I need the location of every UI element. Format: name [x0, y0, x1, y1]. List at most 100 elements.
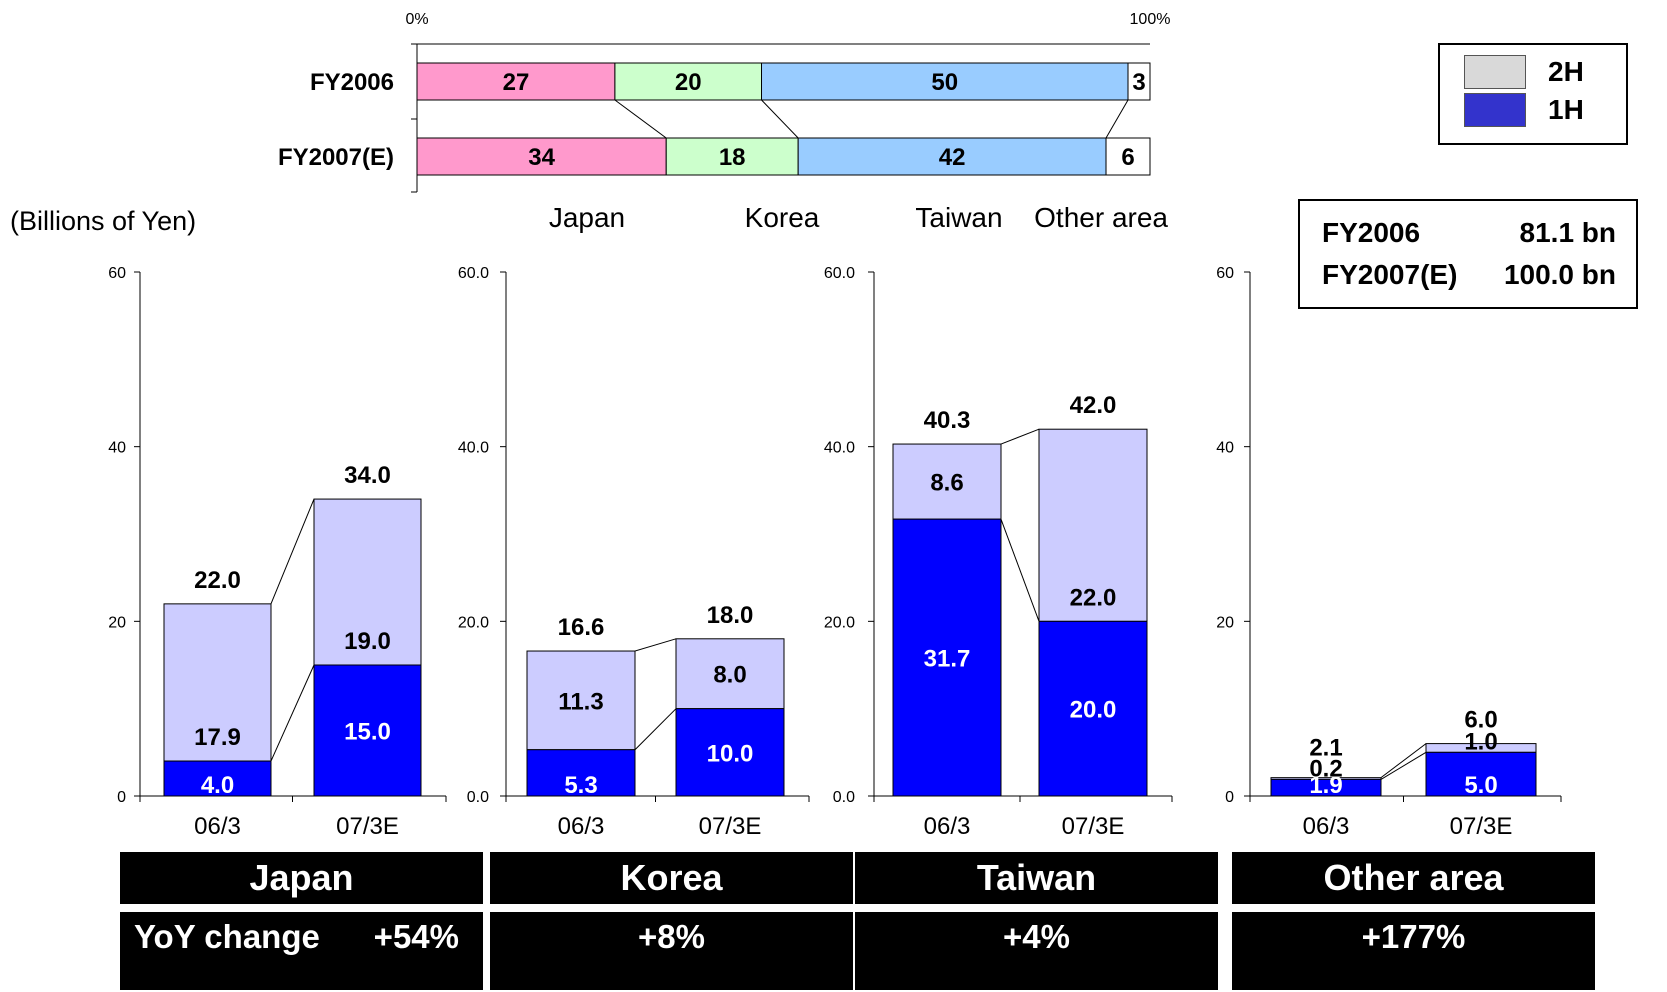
- share-connector-0: [614, 99, 667, 139]
- totals-value-fy2006: 81.1 bn: [1519, 217, 1616, 248]
- japan-ytick-label-2: 40: [108, 440, 126, 457]
- japan-label-1h-07-3e: 15.0: [344, 719, 391, 746]
- japan-bar-1h-07-3e: [313, 664, 422, 797]
- yoy-cell-other-area: +177%: [1232, 912, 1595, 990]
- taiwan-ytick-label-2: 40.0: [824, 440, 855, 457]
- japan-label-total-07-3e: 34.0: [344, 462, 391, 489]
- korea-label-2h-07-3e: 8.0: [713, 662, 746, 689]
- share-scale-min-label: 0%: [405, 11, 428, 28]
- share-segment-name-japan: Japan: [549, 202, 625, 233]
- korea-bar-1h-07-3e: [675, 708, 785, 797]
- other-area-bar-1h-07-3e: [1425, 751, 1537, 797]
- region-column-japan: Japan YoY change +54%: [120, 852, 483, 990]
- japan-category-06-3: 06/3: [194, 813, 241, 840]
- share-segment-other-area-fy2006: [1127, 62, 1151, 101]
- taiwan-label-2h-06-3: 8.6: [930, 470, 963, 497]
- share-value-other-area-fy2007-e: 6: [1121, 144, 1134, 171]
- taiwan-label-1h-07-3e: 20.0: [1070, 697, 1117, 724]
- other-area-label-total-07-3e: 6.0: [1464, 707, 1497, 734]
- taiwan-bar-2h-06-3: [892, 443, 1002, 520]
- korea-ytick-label-2: 40.0: [458, 440, 489, 457]
- share-connector-2: [1105, 99, 1129, 139]
- share-segment-name-korea: Korea: [745, 202, 820, 233]
- regions-table: Japan YoY change +54% Korea +8% Taiwan +…: [120, 852, 1595, 990]
- share-value-taiwan-fy2006: 50: [931, 69, 958, 96]
- korea-label-total-07-3e: 18.0: [707, 602, 754, 629]
- region-header-taiwan: Taiwan: [855, 852, 1218, 904]
- korea-bar-1h-06-3: [526, 749, 636, 797]
- korea-ytick-label-0: 0.0: [467, 789, 489, 806]
- share-chart: 0% 100% FY2006 27 20 50 3 FY2007(E) 34 18 42 6 Japan…: [278, 11, 1171, 233]
- japan-connector-1h: [270, 664, 315, 762]
- yoy-cell-taiwan: +4%: [855, 912, 1218, 990]
- yoy-value-japan: +54%: [373, 918, 459, 955]
- totals-year-fy2007e: FY2007(E): [1322, 259, 1458, 290]
- share-value-korea-fy2006: 20: [675, 69, 702, 96]
- japan-ytick-label-3: 60: [108, 265, 126, 282]
- korea-ytick-label-3: 60.0: [458, 265, 489, 282]
- region-header-korea: Korea: [490, 852, 853, 904]
- taiwan-label-total-07-3e: 42.0: [1070, 392, 1117, 419]
- yoy-value-other-area: +177%: [1361, 918, 1466, 955]
- other-area-label-2h-07-3e: 1.0: [1464, 728, 1497, 755]
- japan-label-total-06-3: 22.0: [194, 567, 241, 594]
- taiwan-label-1h-06-3: 31.7: [924, 646, 971, 673]
- other-area-connector-1h: [1380, 751, 1427, 780]
- taiwan-connector-total: [1000, 428, 1040, 445]
- other-area-category-07-3e: 07/3E: [1450, 813, 1513, 840]
- korea-label-1h-06-3: 5.3: [564, 772, 597, 799]
- totals-row-fy2006: FY2006 81.1 bn: [1322, 215, 1626, 251]
- japan-category-07-3e: 07/3E: [336, 813, 399, 840]
- share-value-korea-fy2007-e: 18: [719, 144, 746, 171]
- region-header-japan: Japan: [120, 852, 483, 904]
- yoy-value-korea: +8%: [638, 918, 705, 955]
- other-area-ytick-label-1: 20: [1216, 614, 1234, 631]
- share-segment-name-taiwan: Taiwan: [915, 202, 1002, 233]
- japan-label-2h-06-3: 17.9: [194, 724, 241, 751]
- japan-ytick-label-1: 20: [108, 614, 126, 631]
- share-row-label-fy2006: FY2006: [310, 69, 394, 96]
- taiwan-label-2h-07-3e: 22.0: [1070, 584, 1117, 611]
- other-area-label-1h-06-3: 1.9: [1309, 772, 1342, 799]
- yoy-value-taiwan: +4%: [1003, 918, 1070, 955]
- korea-connector-total: [634, 638, 677, 652]
- taiwan-connector-1h: [1000, 518, 1040, 622]
- taiwan-category-06-3: 06/3: [924, 813, 971, 840]
- taiwan-bar-2h-07-3e: [1038, 428, 1148, 622]
- totals-value-fy2007e: 100.0 bn: [1503, 259, 1616, 290]
- other-area-bar-1h-06-3: [1270, 778, 1382, 797]
- korea-category-07-3e: 07/3E: [699, 813, 762, 840]
- totals-row-fy2007e: FY2007(E) 100.0 bn: [1322, 257, 1626, 293]
- share-segment-other-area-fy2007-e: [1105, 137, 1151, 176]
- japan-bar-2h-06-3: [163, 603, 272, 762]
- legend-label-2h: 2H: [1548, 56, 1584, 87]
- other-area-label-total-06-3: 2.1: [1309, 735, 1342, 762]
- korea-label-1h-07-3e: 10.0: [707, 740, 754, 767]
- taiwan-ytick-label-0: 0.0: [833, 789, 855, 806]
- taiwan-bar-1h-07-3e: [1038, 620, 1148, 797]
- other-area-ytick-label-2: 40: [1216, 440, 1234, 457]
- other-area-label-2h-06-3: 0.2: [1309, 755, 1342, 782]
- share-value-taiwan-fy2007-e: 42: [939, 144, 966, 171]
- totals-year-fy2006: FY2006: [1322, 217, 1421, 248]
- share-segment-taiwan-fy2007-e: [797, 137, 1107, 176]
- korea-bar-2h-07-3e: [675, 638, 785, 710]
- share-segment-japan-fy2006: [416, 62, 616, 101]
- korea-category-06-3: 06/3: [558, 813, 605, 840]
- totals-box: FY2006 81.1 bn FY2007(E) 100.0 bn: [1298, 199, 1638, 309]
- share-segment-taiwan-fy2006: [761, 62, 1129, 101]
- taiwan-label-total-06-3: 40.3: [924, 407, 971, 434]
- yoy-prefix-label: YoY change: [134, 918, 320, 955]
- legend-swatch-2h: [1464, 55, 1526, 89]
- japan-label-2h-07-3e: 19.0: [344, 628, 391, 655]
- share-scale-max-label: 100%: [1130, 11, 1171, 28]
- japan-chart: 0 20 40 60 4.0 17.9 22.0 06/3 15.0 19.0 34.0 07/3E: [108, 265, 447, 840]
- taiwan-ytick-label-3: 60.0: [824, 265, 855, 282]
- korea-ytick-label-1: 20.0: [458, 614, 489, 631]
- korea-chart: 0.0 20.0 40.0 60.0 5.3 11.3 16.6 06/3 10.0 8.0 18.…: [458, 265, 810, 840]
- korea-label-total-06-3: 16.6: [558, 614, 605, 641]
- legend-label-1h: 1H: [1548, 94, 1584, 125]
- yoy-cell-japan: YoY change +54%: [120, 912, 483, 990]
- share-value-japan-fy2007-e: 34: [528, 144, 555, 171]
